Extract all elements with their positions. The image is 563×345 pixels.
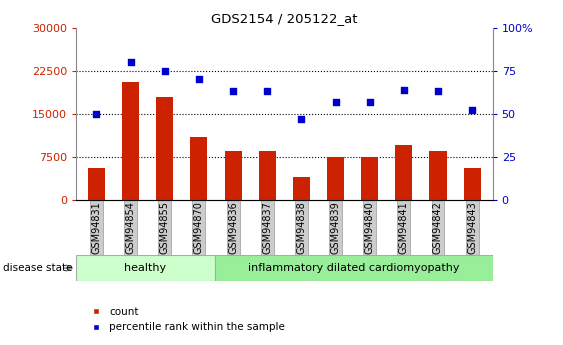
Bar <box>76 255 215 281</box>
Text: disease state: disease state <box>3 263 72 273</box>
Bar <box>157 97 173 200</box>
Bar <box>463 168 481 200</box>
Text: inflammatory dilated cardiomyopathy: inflammatory dilated cardiomyopathy <box>248 263 459 273</box>
Text: healthy: healthy <box>124 263 167 273</box>
Bar <box>395 146 412 200</box>
Bar <box>215 255 493 281</box>
Bar <box>88 168 105 200</box>
Point <box>399 87 408 92</box>
Bar <box>361 157 378 200</box>
Point <box>229 89 238 94</box>
Title: GDS2154 / 205122_at: GDS2154 / 205122_at <box>211 12 358 25</box>
Bar <box>190 137 208 200</box>
Bar <box>430 151 446 200</box>
Point <box>297 116 306 122</box>
Legend: count, percentile rank within the sample: count, percentile rank within the sample <box>81 303 289 336</box>
Bar <box>225 151 242 200</box>
Bar <box>259 151 276 200</box>
Point <box>331 99 340 105</box>
Point <box>434 89 443 94</box>
Point <box>160 68 169 73</box>
Bar <box>293 177 310 200</box>
Bar <box>327 157 344 200</box>
Point <box>468 108 477 113</box>
Bar <box>122 82 139 200</box>
Point <box>263 89 272 94</box>
Point <box>365 99 374 105</box>
Point <box>92 111 101 117</box>
Point <box>194 77 203 82</box>
Point <box>126 59 135 65</box>
